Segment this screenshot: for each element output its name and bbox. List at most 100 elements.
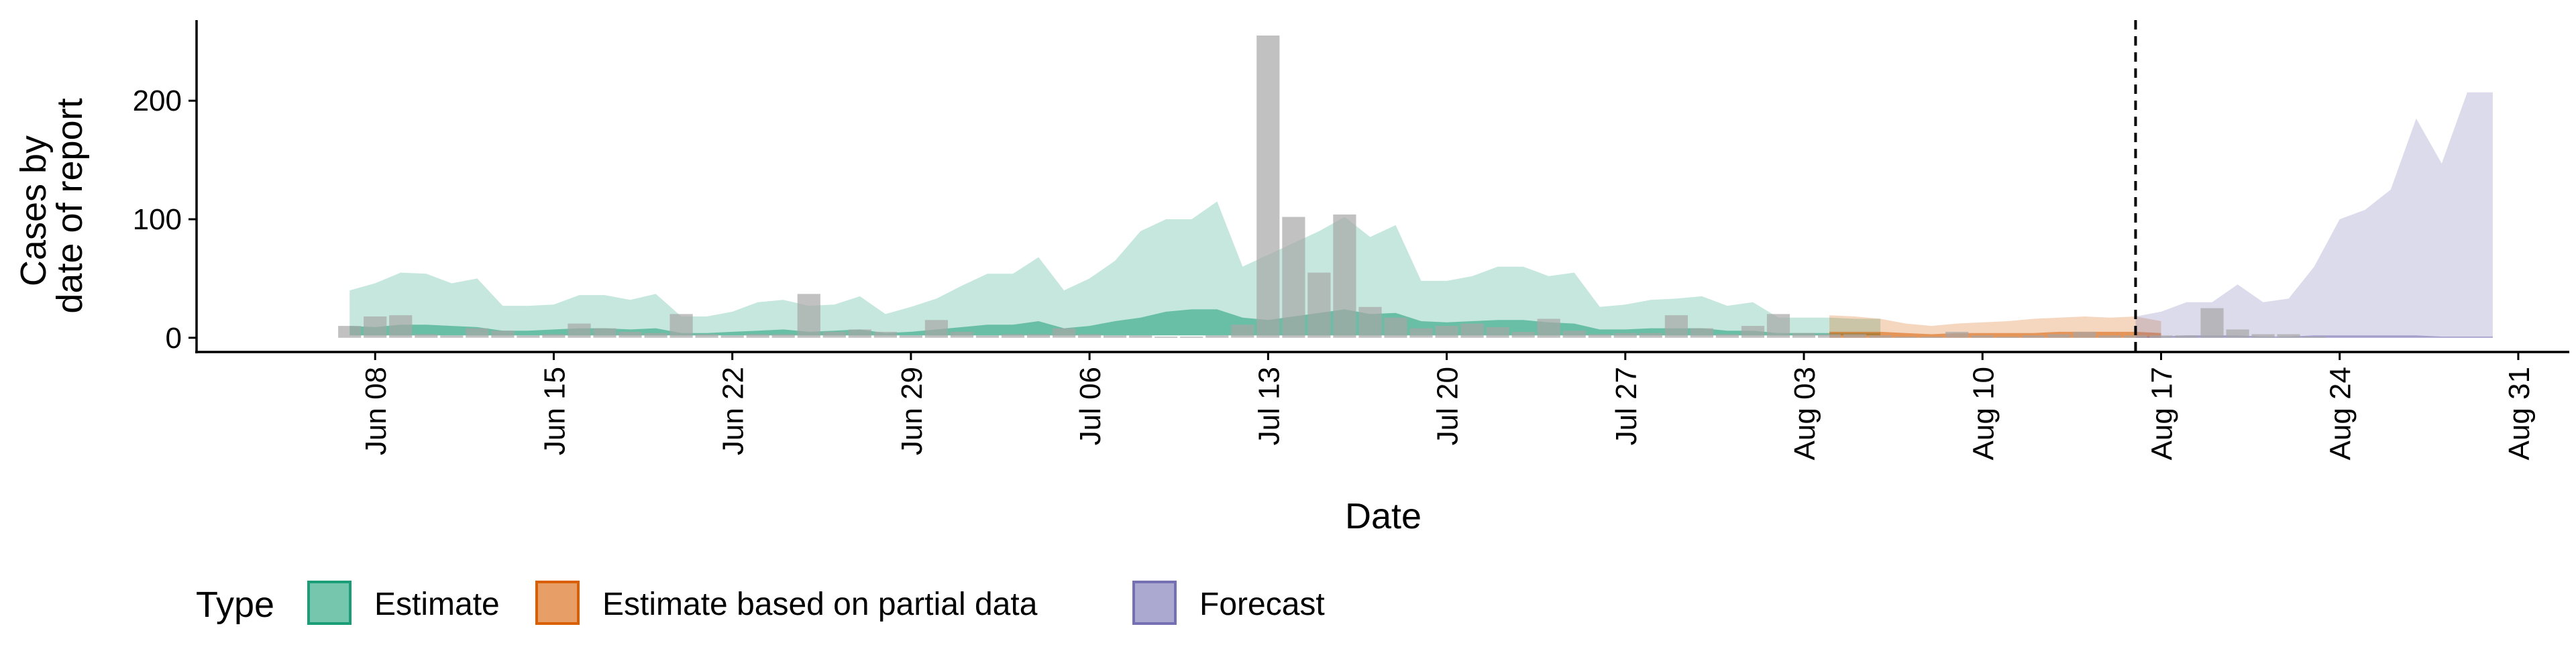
reported-case-bar: [1690, 328, 1713, 338]
reported-case-bar: [746, 334, 769, 338]
reported-case-bar: [1792, 333, 1816, 338]
reported-case-bar: [415, 334, 438, 338]
reported-case-bar: [1766, 314, 1790, 338]
forecast-outer-band: [2135, 92, 2493, 338]
x-tick-label: Aug 10: [1967, 367, 2000, 460]
reported-case-bar: [1180, 337, 1203, 338]
reported-case-bar: [1971, 335, 1994, 338]
x-tick-label: Jul 13: [1252, 367, 1285, 445]
reported-case-bar: [2302, 337, 2326, 338]
reported-case-bar: [1129, 335, 1152, 338]
reported-case-bar: [2226, 329, 2249, 338]
reported-case-bar: [1307, 272, 1331, 338]
legend-label-estimate-based-on-partial-data: Estimate based on partial data: [602, 587, 1038, 622]
x-tick-label: Jul 06: [1074, 367, 1107, 445]
reported-case-bar: [1256, 36, 1280, 338]
legend-label-forecast: Forecast: [1199, 587, 1325, 622]
reported-case-bar: [542, 334, 566, 338]
y-axis-title-line-2: date of report: [50, 98, 90, 313]
reported-case-bar: [1741, 326, 1765, 338]
reported-case-bar: [338, 326, 362, 338]
reported-case-bar: [1282, 217, 1305, 338]
reported-case-bar: [797, 294, 820, 338]
y-axis-title-line-1: Cases by: [13, 135, 54, 286]
reported-case-bar: [975, 335, 1000, 338]
x-tick-label: Jun 29: [896, 367, 928, 455]
reported-case-bar: [1511, 331, 1535, 338]
reported-case-bar: [1664, 315, 1688, 338]
legend-swatch-estimate-based-on-partial-data: [535, 581, 580, 625]
reported-case-bar: [1869, 335, 1892, 338]
reported-case-bar: [669, 314, 693, 338]
reported-case-bar: [517, 335, 540, 338]
reported-case-bar: [1001, 334, 1025, 338]
reported-case-bar: [1078, 334, 1102, 338]
reported-case-bar: [364, 316, 387, 338]
reported-case-bar: [644, 333, 667, 338]
x-axis-ticks: Jun 08 Jun 15 Jun 22 Jun 29 Jul 06 Jul 13 Jul …: [360, 352, 2536, 460]
reported-case-bar: [899, 335, 922, 338]
reported-case-bar: [2149, 335, 2173, 338]
reported-case-bar: [2047, 334, 2071, 338]
x-axis-title: Date: [1345, 496, 1421, 536]
axes: [195, 20, 2569, 353]
legend-label-estimate: Estimate: [374, 587, 500, 622]
reported-case-bar: [1155, 337, 1178, 338]
reported-case-bar: [440, 335, 464, 338]
reported-case-bar: [1843, 334, 1867, 338]
reported-case-bar: [1562, 331, 1586, 338]
legend-swatch-estimate: [307, 581, 352, 625]
reported-case-bar: [466, 328, 489, 338]
x-tick-label: Aug 24: [2324, 367, 2357, 460]
reported-case-bar: [568, 323, 591, 338]
reported-case-bar: [1460, 323, 1484, 338]
reported-case-bar: [2251, 334, 2275, 338]
reported-case-bar: [950, 331, 974, 338]
y-tick-label: 0: [166, 322, 182, 355]
reported-case-bar: [491, 331, 515, 338]
reported-case-bar: [1409, 328, 1433, 338]
reported-case-bar: [1333, 214, 1356, 338]
reported-case-bar: [2098, 335, 2122, 338]
reported-case-bar: [1639, 333, 1662, 338]
legend-swatch-forecast: [1132, 581, 1177, 625]
legend-title: Type: [196, 585, 274, 625]
reported-case-bar: [2175, 335, 2198, 338]
reported-case-bar: [389, 315, 413, 338]
reported-case-bar: [1358, 306, 1382, 338]
reported-case-bar: [822, 331, 846, 338]
y-tick-label: 100: [133, 203, 182, 236]
reported-case-bar: [924, 320, 948, 338]
reported-case-bar: [873, 331, 897, 338]
x-tick-label: Aug 03: [1788, 367, 1821, 460]
reported-case-bar: [1053, 328, 1076, 338]
reported-case-bar: [1205, 335, 1229, 338]
x-tick-label: Jul 27: [1610, 367, 1643, 445]
reported-case-bar: [2022, 335, 2045, 338]
reported-case-bar: [2124, 335, 2147, 338]
x-tick-label: Jul 20: [1432, 367, 1464, 445]
reported-case-bar: [1027, 334, 1051, 338]
legend: Type Estimate Estimate based on partial d…: [196, 581, 1325, 625]
reported-case-bar: [1996, 337, 2020, 338]
y-tick-label: 200: [133, 84, 182, 117]
reported-case-bar: [1715, 334, 1739, 338]
x-tick-label: Jun 08: [360, 367, 392, 455]
reported-case-bar: [1435, 326, 1458, 338]
reported-case-bar: [2200, 308, 2224, 338]
x-tick-label: Jun 22: [717, 367, 750, 455]
x-tick-label: Jun 15: [538, 367, 571, 455]
y-axis-title: Cases by date of report: [13, 98, 90, 313]
series-areas: [350, 92, 2493, 338]
reported-case-bar: [1231, 325, 1254, 338]
reported-case-bar: [593, 328, 616, 338]
reported-case-bar: [695, 334, 718, 338]
reported-case-bar: [1613, 333, 1637, 338]
reported-case-bar: [1486, 327, 1509, 338]
reported-case-bar: [1945, 331, 1969, 338]
estimate-outer-band: [350, 201, 1881, 336]
x-tick-label: Aug 17: [2145, 367, 2178, 460]
x-tick-label: Aug 31: [2503, 367, 2536, 460]
